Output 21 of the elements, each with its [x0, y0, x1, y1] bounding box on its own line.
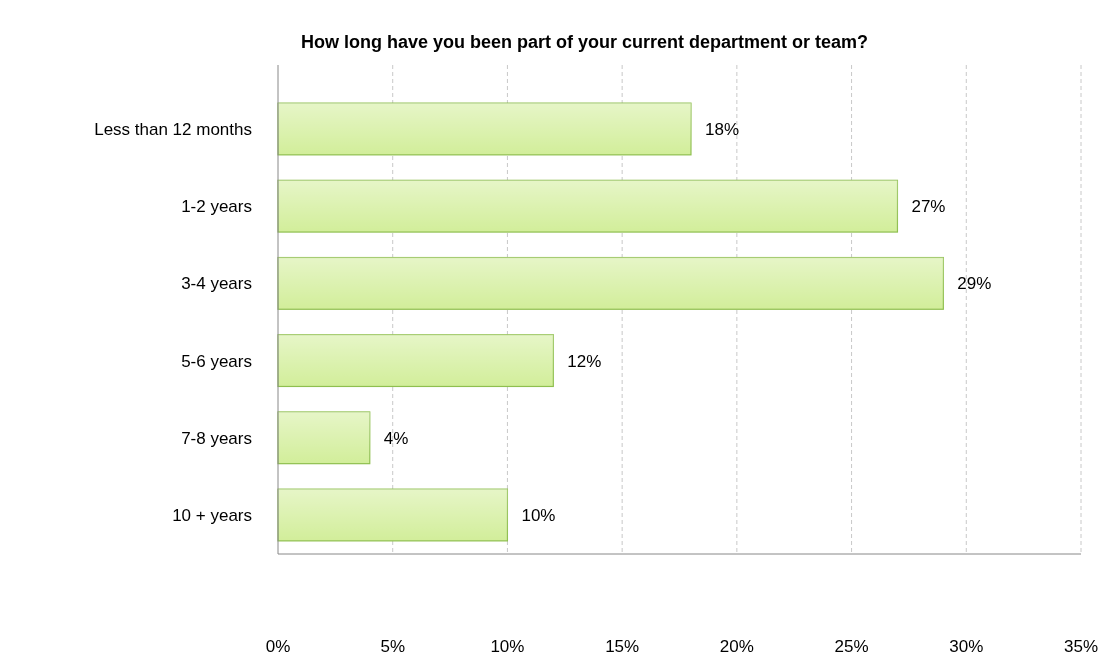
data-label: 4% — [383, 428, 409, 448]
y-tick-label: 5-6 years — [181, 351, 252, 371]
x-tick-label: 30% — [949, 637, 984, 656]
x-tick-label: 25% — [834, 637, 869, 656]
chart-title: How long have you been part of your current department or team? — [300, 32, 869, 52]
y-tick-label: 1-2 years — [181, 197, 252, 217]
x-tick-label: 35% — [1063, 637, 1099, 656]
y-tick-label: 7-8 years — [181, 428, 252, 448]
y-tick-label: 3-4 years — [181, 274, 252, 294]
data-label: 27% — [911, 197, 946, 217]
x-tick-label: 0% — [265, 637, 291, 656]
data-label: 29% — [957, 274, 992, 294]
y-tick-label: 10 + years — [172, 505, 252, 525]
x-tick-label: 15% — [605, 637, 640, 656]
x-tick-label: 20% — [719, 637, 754, 656]
data-label: 12% — [567, 351, 602, 371]
data-label: 18% — [704, 119, 739, 139]
x-tick-label: 10% — [490, 637, 525, 656]
x-tick-label: 5% — [380, 637, 405, 656]
data-label: 10% — [521, 505, 556, 525]
y-tick-label: Less than 12 months — [94, 119, 252, 139]
